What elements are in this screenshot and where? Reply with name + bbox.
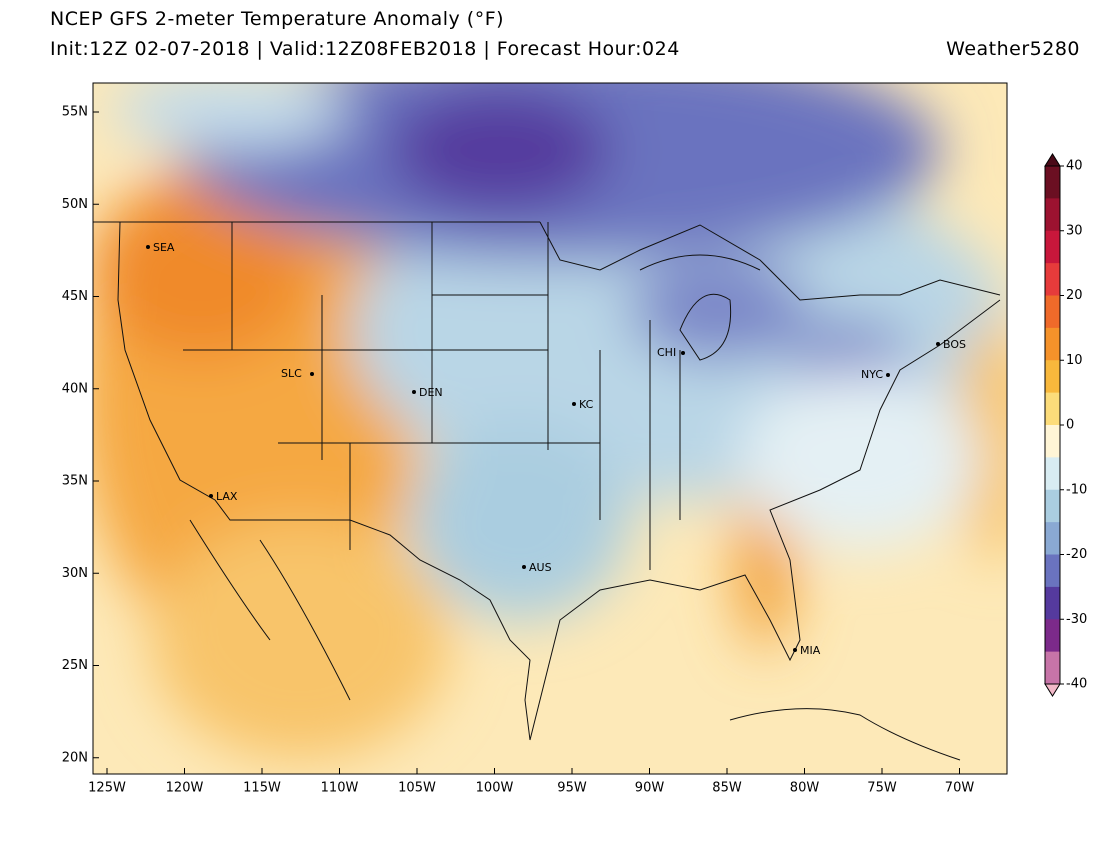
city-label: NYC: [861, 368, 883, 381]
lat-label: 20N: [62, 750, 88, 765]
colorbar-label: 40: [1066, 159, 1083, 174]
city-dot: [572, 402, 576, 406]
colorbar-band: [1045, 295, 1060, 329]
lon-label: 80W: [790, 781, 820, 796]
city-label: AUS: [529, 561, 552, 574]
lat-label: 40N: [62, 381, 88, 396]
colorbar-band: [1045, 489, 1060, 523]
city-label: LAX: [216, 490, 238, 503]
city-dot: [793, 648, 797, 652]
colorbar-band: [1045, 586, 1060, 620]
lat-label: 35N: [62, 474, 88, 489]
lat-label: 55N: [62, 105, 88, 120]
colorbar: 40 30 20 10 0 -10 -20 -30 -40: [1044, 153, 1087, 697]
city-dot: [681, 351, 685, 355]
lat-label: 50N: [62, 197, 88, 212]
city-dot: [522, 565, 526, 569]
city-dot: [886, 373, 890, 377]
colorbar-band: [1045, 360, 1060, 394]
colorbar-label: 10: [1066, 353, 1083, 368]
lon-label: 75W: [867, 781, 897, 796]
colorbar-band: [1045, 457, 1060, 491]
subtitle: Init:12Z 02-07-2018 | Valid:12Z08FEB2018…: [50, 38, 680, 60]
title: NCEP GFS 2-meter Temperature Anomaly (°F…: [50, 8, 504, 30]
colorbar-band: [1045, 425, 1060, 458]
colorbar-label: 20: [1066, 288, 1083, 303]
lat-label: 30N: [62, 566, 88, 581]
brand: Weather5280: [946, 38, 1080, 60]
city-dot: [936, 342, 940, 346]
lon-label: 115W: [243, 781, 281, 796]
lat-label: 45N: [62, 289, 88, 304]
city-label: KC: [579, 398, 594, 411]
city-label: SEA: [153, 241, 175, 254]
lon-label: 100W: [476, 781, 514, 796]
colorbar-band: [1045, 263, 1060, 296]
city-label: DEN: [419, 386, 443, 399]
colorbar-band: [1045, 230, 1060, 264]
colorbar-band: [1045, 166, 1060, 199]
lon-label: 125W: [88, 781, 126, 796]
lon-label: 120W: [166, 781, 204, 796]
city-dot: [146, 245, 150, 249]
colorbar-band: [1045, 554, 1060, 588]
lon-label: 90W: [635, 781, 665, 796]
colorbar-label: -20: [1066, 547, 1087, 562]
colorbar-label: -10: [1066, 482, 1087, 497]
lon-label: 95W: [557, 781, 587, 796]
colorbar-label: -30: [1066, 612, 1087, 627]
city-label: SLC: [281, 367, 302, 380]
lon-label: 70W: [945, 781, 975, 796]
colorbar-band: [1045, 651, 1060, 685]
colorbar-band: [1045, 619, 1060, 653]
city-label: BOS: [943, 338, 966, 351]
colorbar-band: [1045, 392, 1060, 426]
map-frame: [92, 82, 1008, 775]
colorbar-cap: [1044, 683, 1061, 697]
city-dot: [412, 390, 416, 394]
city-label: MIA: [800, 644, 821, 657]
lon-label: 110W: [321, 781, 359, 796]
cities: SEA SLC DEN KC CHI NYC BOS LAX AUS MIA: [146, 241, 966, 657]
lon-label: 85W: [712, 781, 742, 796]
colorbar-band: [1045, 198, 1060, 232]
lon-label: 105W: [398, 781, 436, 796]
anomaly-field: [93, 83, 1007, 774]
colorbar-band: [1045, 522, 1060, 555]
city-label: CHI: [657, 346, 676, 359]
lat-label: 25N: [62, 658, 88, 673]
colorbar-label: 30: [1066, 223, 1083, 238]
city-dot: [209, 494, 213, 498]
colorbar-band: [1045, 327, 1060, 361]
map-axes: 55N 50N 45N 40N 35N 30N 25N 20N 125W 120W 115W 110W…: [62, 105, 975, 796]
colorbar-label: 0: [1066, 418, 1074, 433]
colorbar-label: -40: [1066, 677, 1087, 692]
city-dot: [310, 372, 314, 376]
colorbar-cap: [1044, 153, 1061, 167]
